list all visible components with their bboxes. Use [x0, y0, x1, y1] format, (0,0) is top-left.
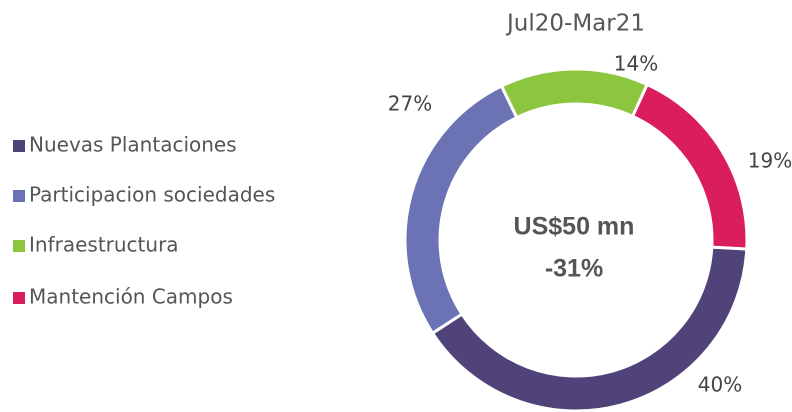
legend-swatch [13, 240, 25, 252]
legend-label: Participacion sociedades [29, 183, 275, 207]
data-label: 27% [388, 92, 432, 116]
legend-swatch [13, 140, 25, 152]
data-label: 14% [614, 52, 658, 76]
legend-swatch [13, 190, 25, 202]
data-label: 19% [748, 149, 792, 173]
donut-segment [630, 82, 749, 251]
donut-segment [499, 67, 650, 120]
legend-label: Infraestructura [29, 233, 179, 257]
chart-title: Jul20-Mar21 [505, 11, 645, 37]
center-label: -31% [545, 255, 603, 283]
legend-label: Mantención Campos [29, 285, 233, 309]
center-label: US$50 mn [514, 213, 635, 241]
legend-label: Nuevas Plantaciones [29, 133, 237, 157]
legend-swatch [13, 292, 25, 304]
data-label: 40% [698, 373, 742, 397]
donut-segment [403, 84, 519, 336]
